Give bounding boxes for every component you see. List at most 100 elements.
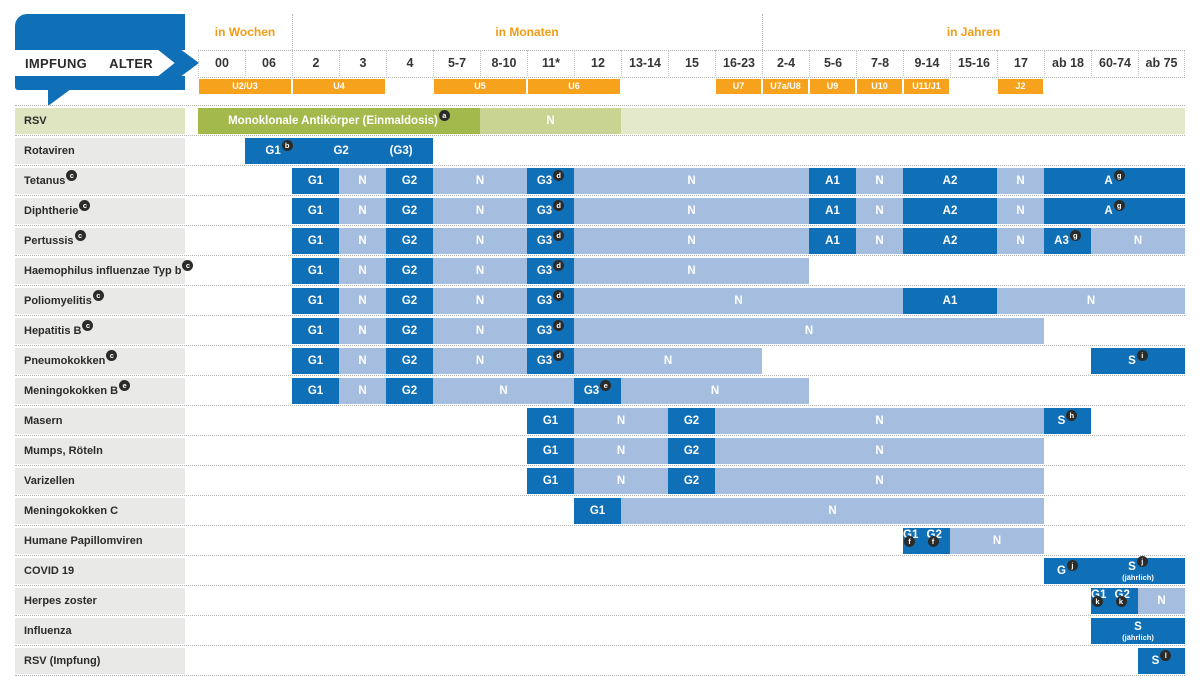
dose-code: N [875, 445, 884, 457]
vaccine-label: Varizellen [15, 468, 185, 494]
dose-segment: G1f G2f [903, 528, 950, 554]
dose-code: N [875, 475, 884, 487]
dose-code: G2f [926, 529, 942, 547]
vaccine-row: Herpes zoster G1k G2k N [15, 586, 1185, 616]
footnote-c-badge: c [92, 290, 104, 301]
dose-code: N [687, 175, 696, 187]
vaccine-row: Rotaviren G1 b G2 (G3) [15, 136, 1185, 166]
dose-code: G1 [542, 475, 559, 487]
vaccine-row: Influenza S (jährlich) [15, 616, 1185, 646]
dose-segment: G3 e [574, 378, 621, 404]
vaccine-row: Mumps, Röteln G1 N G2 N [15, 436, 1185, 466]
age-column-header: 15-16 [950, 50, 997, 76]
dose-code: N [616, 445, 626, 457]
dose-segment: A1 [903, 288, 997, 314]
banner-band: IMPFUNG ALTER [15, 50, 185, 76]
dose-code: N [1016, 235, 1025, 247]
footnote-b-badge: b [281, 140, 293, 151]
dose-segment: G2 [668, 408, 715, 434]
dose-code: G2 [401, 325, 418, 337]
dose-code: G2 [683, 445, 700, 457]
dose-code: (G3) [389, 145, 413, 157]
footnote-c-badge: c [182, 260, 194, 271]
dose-code: G1k [1091, 589, 1107, 607]
dose-segment: Monoklonale Antikörper (Einmaldosis) a [198, 108, 480, 134]
vaccine-row: Varizellen G1 N G2 N [15, 466, 1185, 496]
dose-sub-label: (jährlich) [1122, 632, 1154, 642]
dose-code: G2 [401, 205, 418, 217]
dose-code: G1f [903, 529, 919, 547]
dose-code: N [1016, 205, 1025, 217]
dose-segment: N [339, 168, 386, 194]
dose-code: A2 [942, 235, 958, 247]
age-column-header: 2-4 [762, 50, 809, 76]
dose-code: N [358, 355, 367, 367]
footnote-e-badge: e [600, 380, 612, 391]
dose-code: G2 [401, 235, 418, 247]
footnote-d-badge: d [553, 170, 565, 181]
banner-impfung-label: IMPFUNG [25, 55, 88, 71]
checkup-badge: J2 [998, 79, 1043, 94]
vaccine-label: RSV (Impfung) [15, 648, 185, 674]
dose-segment: G3 d [527, 258, 574, 284]
age-column-header: 06 [245, 50, 292, 76]
dose-segment: N [574, 408, 668, 434]
dose-segment: G1 [292, 348, 339, 374]
checkup-badge: U4 [293, 79, 385, 94]
dose-code: A2 [942, 175, 958, 187]
dose-segment: N [433, 228, 527, 254]
checkup-badge: U6 [528, 79, 620, 94]
dose-code: N [475, 205, 485, 217]
dose-code: N [358, 175, 367, 187]
vaccine-row: Humane Papillomviren G1f G2f N [15, 526, 1185, 556]
age-column-header: 5-6 [809, 50, 856, 76]
dose-segment: G1k G2k [1091, 588, 1138, 614]
dose-code: A1 [942, 295, 958, 307]
dose-segment: N [574, 468, 668, 494]
age-column-header: ab 75 [1138, 50, 1185, 76]
dose-code: N [475, 235, 485, 247]
footnote-i-badge: i [1136, 350, 1148, 361]
dose-segment: N [574, 348, 762, 374]
footnote-d-badge: d [553, 200, 565, 211]
dose-segment: N [339, 258, 386, 284]
vaccine-label: Rotaviren [15, 138, 185, 164]
dose-segment: G1 [527, 438, 574, 464]
dose-code: N [687, 235, 696, 247]
dose-segment: N [574, 438, 668, 464]
dose-segment: N [574, 168, 809, 194]
dose-segment: N [950, 528, 1044, 554]
age-column-header: 5-7 [433, 50, 480, 76]
dose-segment: N [715, 438, 1044, 464]
dose-code: N [475, 325, 485, 337]
dose-segment: A1 [809, 228, 856, 254]
dose-segment: G2 [386, 378, 433, 404]
dose-code: N [687, 265, 696, 277]
dose-code: A1 [825, 205, 840, 217]
dose-code: G3 d [537, 260, 565, 277]
dose-segment: N [574, 198, 809, 224]
dose-segment: G2 [386, 168, 433, 194]
footnote-f-badge: f [904, 536, 915, 547]
vaccine-row: Pertussis c G1 N G2 N G3 d N A1 N A2 N A3 g N [15, 226, 1185, 256]
dose-code: G2 [683, 475, 700, 487]
dose-code: N [875, 235, 884, 247]
dose-segment: N [574, 258, 809, 284]
age-column-header: 17 [997, 50, 1044, 76]
vaccine-label: Meningokokken C [15, 498, 185, 524]
dose-code: G1 [307, 385, 324, 397]
dose-segment: G2 [386, 318, 433, 344]
dose-code: G1 [307, 265, 324, 277]
dose-code: N [875, 175, 884, 187]
footnote-d-badge: d [553, 230, 565, 241]
dose-segment: N [715, 408, 1044, 434]
dose-segment: G1 [292, 258, 339, 284]
footnote-g-badge: g [1113, 200, 1125, 211]
